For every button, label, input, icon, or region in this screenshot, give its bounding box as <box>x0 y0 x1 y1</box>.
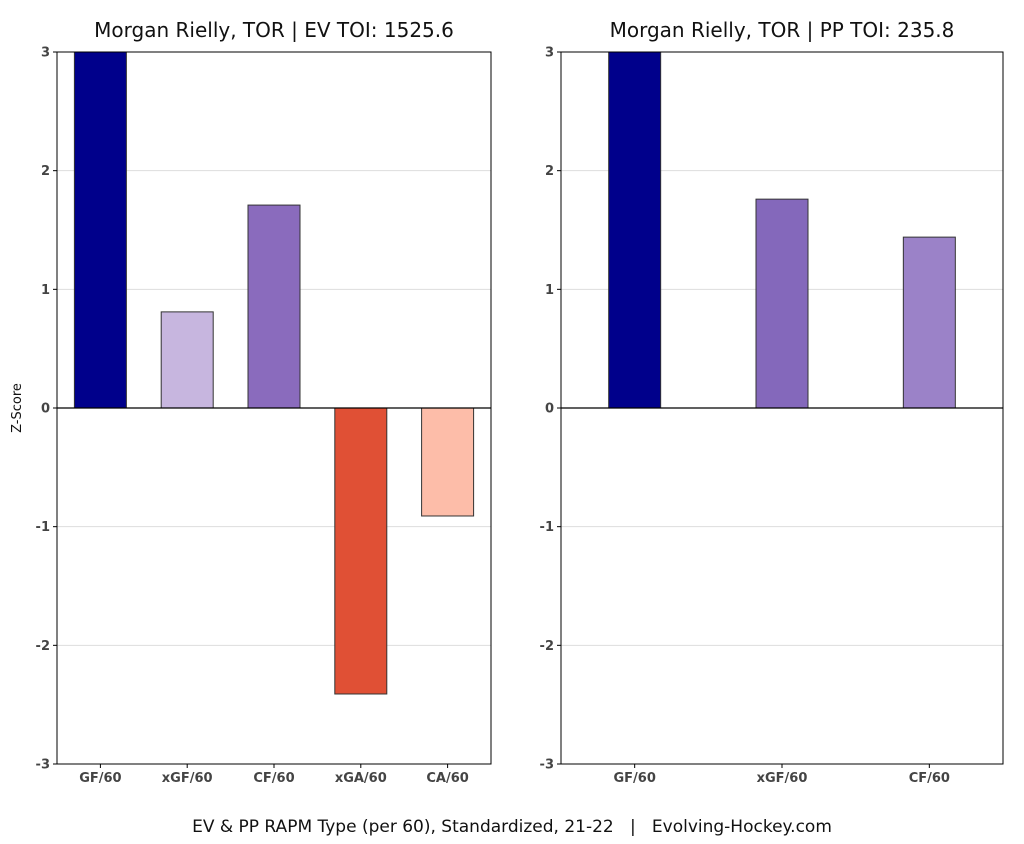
chart-panel-1: GF/60 xGF/60 CF/60 xGA/60 CA/60 3 2 1 0 -1 -2 -3 Mor… <box>10 18 492 786</box>
chart-panel-2: GF/60 xGF/60 CF/60 3 2 1 0 -1 -2 -3 Morgan Rielly,… <box>540 18 1004 786</box>
x-tick-label: CA/60 <box>426 771 468 786</box>
bar-ca-60 <box>421 407 475 517</box>
chart-title: Morgan Rielly, TOR | EV TOI: 1525.6 <box>94 18 454 42</box>
bar-gf-60 <box>73 51 127 409</box>
y-tick-label: -3 <box>540 758 554 773</box>
bar-xga-60 <box>334 407 388 695</box>
bar-xgf-60 <box>160 311 214 409</box>
x-tick-label: CF/60 <box>253 771 294 786</box>
y-tick-label: 0 <box>41 402 50 417</box>
chart-title: Morgan Rielly, TOR | PP TOI: 235.8 <box>610 18 955 42</box>
x-tick-label: xGF/60 <box>757 771 808 786</box>
x-tick-label: xGA/60 <box>335 771 387 786</box>
x-tick-label: GF/60 <box>613 771 655 786</box>
x-tick-label: xGF/60 <box>162 771 213 786</box>
y-tick-label: -2 <box>36 639 50 654</box>
bar-cf-60 <box>902 236 956 409</box>
y-tick-label: 2 <box>545 164 554 179</box>
y-tick-label: -3 <box>36 758 50 773</box>
x-tick-label: GF/60 <box>79 771 121 786</box>
y-tick-label: -2 <box>540 639 554 654</box>
y-tick-label: 3 <box>41 46 50 61</box>
y-tick-label: 1 <box>41 283 50 298</box>
y-axis-label: Z-Score <box>10 383 25 433</box>
bar-cf-60 <box>247 204 301 409</box>
bar-gf-60 <box>608 51 662 409</box>
y-tick-label: 1 <box>545 283 554 298</box>
y-tick-label: 3 <box>545 46 554 61</box>
bar-xgf-60 <box>755 198 809 409</box>
y-tick-label: 0 <box>545 402 554 417</box>
y-tick-label: -1 <box>540 520 554 535</box>
y-tick-label: -1 <box>36 520 50 535</box>
figure-caption: EV & PP RAPM Type (per 60), Standardized… <box>192 817 832 837</box>
x-tick-label: CF/60 <box>909 771 950 786</box>
y-tick-label: 2 <box>41 164 50 179</box>
